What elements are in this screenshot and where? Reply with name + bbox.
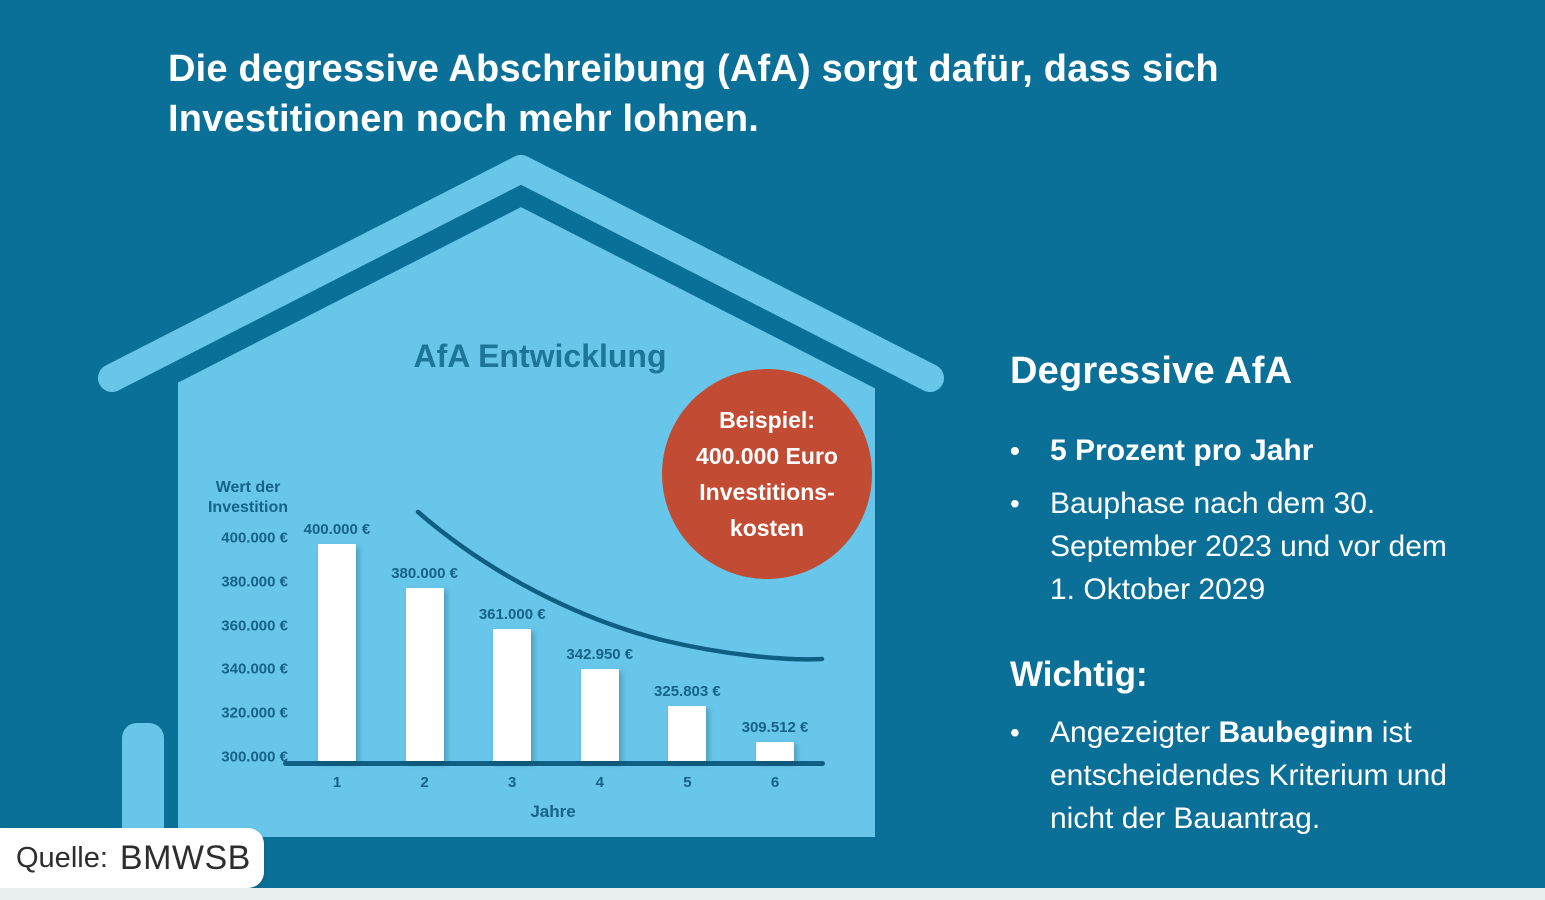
y-tick-label: 400.000 € [221,529,288,547]
x-tick-label: 4 [595,774,604,791]
chart-bar [580,668,619,761]
bar-value-label: 342.950 € [566,645,634,663]
badge-line: Beispiel: [719,407,815,433]
bullet-marker-icon: • [1010,488,1020,519]
bullet-item: • Angezeigter Baubeginn ist entscheidend… [1010,711,1510,840]
bar-value-label: 361.000 € [478,606,546,624]
chart-bar [493,629,532,761]
x-tick-label: 6 [770,774,780,791]
y-tick-label: 380.000 € [221,573,288,591]
bar-value-label: 325.803 € [654,683,721,701]
x-axis-title: Jahre [530,802,576,821]
x-tick-label: 3 [508,774,517,791]
badge-line: 400.000 Euro [696,443,838,469]
bar-value-label: 400.000 € [303,521,371,538]
bar-value-label: 380.000 € [391,564,458,582]
bullet-marker-icon: • [1010,717,1020,748]
chart-title: AfA Entwicklung [413,338,667,374]
bullet-item: • 5 Prozent pro Jahr [1010,429,1510,472]
page-title-line2: Investitionen noch mehr lohnen. [168,98,760,140]
x-axis-line [283,761,825,766]
bullet-item: • Bauphase nach dem 30. September 2023 u… [1010,482,1510,611]
y-tick-label: 300.000 € [221,748,288,766]
x-tick-label: 1 [332,774,342,791]
bullet-text: Bauphase nach dem 30. September 2023 und… [1050,487,1447,606]
page-title-line1: Die degressive Abschreibung (AfA) sorgt … [168,48,1219,90]
chart-bar [668,706,707,761]
y-tick-label: 360.000 € [221,617,288,635]
badge-line: Investitions- [699,479,835,505]
bottom-strip [0,888,1545,900]
important-heading: Wichtig: [1010,655,1148,694]
bullet-text: Angezeigter Baubeginn ist entscheidendes… [1050,711,1450,840]
x-tick-label: 5 [683,774,692,791]
bar-value-label: 309.512 € [741,719,809,737]
important-bullet-list: • Angezeigter Baubeginn ist entscheidend… [1010,711,1510,840]
bullet-text-prefix: Angezeigter [1050,716,1219,749]
info-panel: Degressive AfA • 5 Prozent pro Jahr • Ba… [1010,350,1510,850]
source-label: Quelle: [16,841,108,874]
chart-bar [756,742,794,761]
bullet-text: 5 Prozent pro Jahr [1050,434,1314,467]
y-tick-label: 320.000 € [221,704,288,722]
bullet-text-suffix: ist entscheidendes Kriterium und nicht d… [1050,716,1447,835]
page-title: Die degressive Abschreibung (AfA) sorgt … [168,44,1219,144]
chart-bar [318,544,356,761]
afa-bar-chart: AfA Entwicklung Wert der Investition 400… [200,338,860,838]
source-box: Quelle: BMWSB [0,828,264,888]
x-tick-label: 2 [420,774,429,791]
chart-bar [405,587,444,761]
panel-heading: Degressive AfA [1010,350,1293,392]
source-value: BMWSB [119,838,251,877]
panel-bullet-list: • 5 Prozent pro Jahr • Bauphase nach dem… [1010,429,1510,611]
y-tick-label: 340.000 € [221,660,288,678]
bullet-marker-icon: • [1010,435,1020,466]
y-axis-title: Wert der Investition [207,479,288,516]
bullet-text-bold: Baubeginn [1218,716,1374,749]
